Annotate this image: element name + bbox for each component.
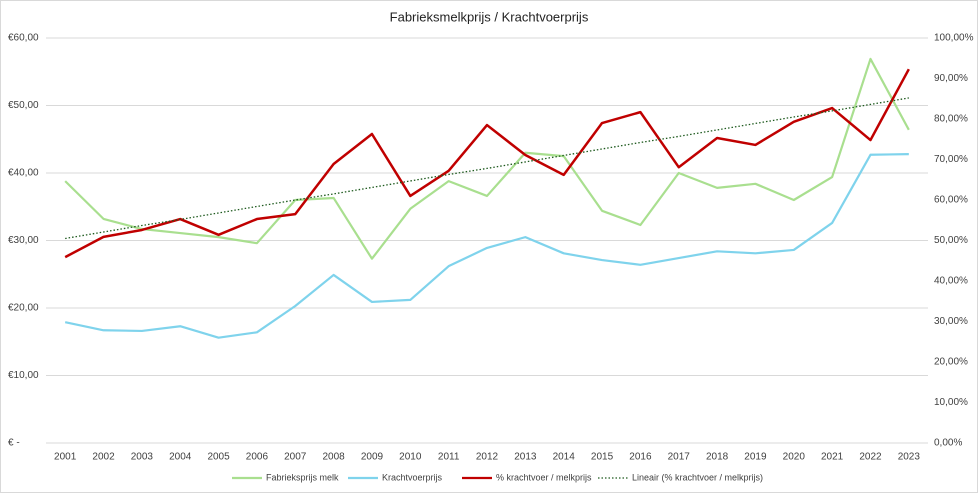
x-tick-label: 2009 (361, 452, 384, 463)
chart-title: Fabrieksmelkprijs / Krachtvoerprijs (390, 9, 589, 24)
x-tick-label: 2021 (821, 452, 844, 463)
y2-tick-label: 70,00% (934, 154, 968, 165)
y-tick-label: €50,00 (8, 100, 39, 111)
x-tick-label: 2012 (476, 452, 499, 463)
x-tick-label: 2015 (591, 452, 614, 463)
legend-label: Lineair (% krachtvoer / melkprijs) (632, 472, 763, 482)
series-line (64, 57, 910, 260)
x-tick-label: 2005 (207, 452, 230, 463)
y-tick-label: €20,00 (8, 303, 39, 314)
y-tick-label: € - (8, 438, 20, 449)
x-tick-label: 2014 (553, 452, 576, 463)
series-line (64, 68, 910, 259)
x-tick-label: 2002 (92, 452, 115, 463)
x-tick-label: 2018 (706, 452, 729, 463)
y-tick-label: €10,00 (8, 370, 39, 381)
y2-tick-label: 0,00% (934, 438, 962, 449)
legend-label: Fabrieksprijs melk (266, 472, 339, 482)
x-tick-label: 2010 (399, 452, 422, 463)
x-tick-label: 2023 (898, 452, 921, 463)
y2-tick-label: 60,00% (934, 195, 968, 206)
x-tick-label: 2020 (783, 452, 806, 463)
series-line (64, 153, 909, 339)
x-tick-label: 2017 (668, 452, 691, 463)
x-tick-label: 2008 (322, 452, 345, 463)
x-tick-label: 2004 (169, 452, 192, 463)
y-tick-label: €40,00 (8, 168, 39, 179)
y2-tick-label: 100,00% (934, 33, 974, 44)
x-tick-label: 2001 (54, 452, 77, 463)
y2-tick-label: 90,00% (934, 73, 968, 84)
y2-tick-label: 20,00% (934, 357, 968, 368)
x-tick-label: 2006 (246, 452, 269, 463)
y2-tick-label: 80,00% (934, 114, 968, 125)
x-tick-label: 2019 (744, 452, 767, 463)
y-tick-label: €60,00 (8, 33, 39, 44)
y2-tick-label: 50,00% (934, 235, 968, 246)
y2-tick-label: 30,00% (934, 316, 968, 327)
legend-label: Krachtvoerprijs (382, 472, 443, 482)
x-tick-label: 2013 (514, 452, 537, 463)
x-tick-label: 2003 (131, 452, 154, 463)
x-tick-label: 2011 (438, 452, 460, 463)
x-tick-label: 2016 (629, 452, 652, 463)
y2-tick-label: 10,00% (934, 397, 968, 408)
x-tick-label: 2007 (284, 452, 307, 463)
y2-tick-label: 40,00% (934, 276, 968, 287)
trend-line (65, 97, 909, 240)
legend-label: % krachtvoer / melkprijs (496, 472, 592, 482)
x-tick-label: 2022 (859, 452, 882, 463)
y-tick-label: €30,00 (8, 235, 39, 246)
